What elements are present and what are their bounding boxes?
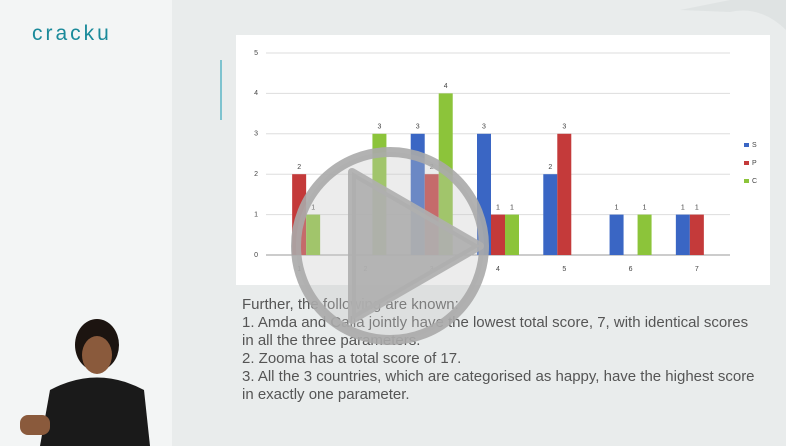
legend-label: S [752,142,757,149]
bar [505,214,519,255]
y-tick-label: 3 [254,131,258,138]
divider [220,60,222,120]
bar [609,214,624,255]
bar [637,214,652,255]
x-tick-label: 4 [496,266,500,273]
bar [689,214,704,255]
x-tick-label: 5 [562,266,566,273]
data-label: 2 [548,164,552,171]
bar [491,214,505,255]
legend-swatch [744,161,749,165]
data-label: 2 [297,164,301,171]
play-button[interactable] [291,147,489,345]
y-tick-label: 5 [254,50,258,57]
data-label: 3 [482,124,486,131]
data-label: 3 [377,124,381,131]
y-tick-label: 0 [254,252,258,259]
logo: cracku [32,22,112,45]
data-label: 2 [430,164,434,171]
presenter [20,0,786,446]
data-label: 3 [416,124,420,131]
data-label: 1 [695,204,699,211]
legend-label: P [752,160,757,167]
y-tick-label: 2 [254,171,258,178]
bar [543,174,558,255]
data-label: 1 [510,204,514,211]
x-tick-label: 6 [629,266,633,273]
data-label: 1 [681,204,685,211]
bar [675,214,690,255]
side-panel [0,0,172,446]
data-label: 1 [496,204,500,211]
legend-swatch [744,179,749,183]
data-label: 1 [615,204,619,211]
paragraph: 2. Zooma has a total score of 17. [242,350,462,367]
x-tick-label: 7 [695,266,699,273]
bar [306,214,321,255]
y-tick-label: 1 [254,211,258,218]
paragraph: 3. All the 3 countries, which are catego… [242,368,755,403]
data-label: 1 [311,204,315,211]
question-text: Further, the following are known: 1. Amd… [242,296,762,404]
legend-label: C [752,178,757,185]
data-label: 1 [643,204,647,211]
data-label: 3 [562,124,566,131]
data-label: 4 [444,83,448,90]
y-tick-label: 4 [254,90,258,97]
bar [557,133,572,255]
legend-swatch [744,143,749,147]
